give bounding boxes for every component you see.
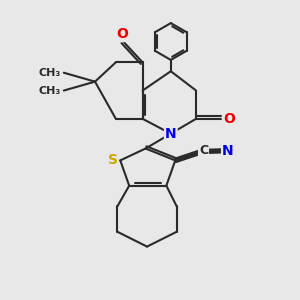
Text: O: O xyxy=(223,112,235,126)
Text: O: O xyxy=(116,27,128,41)
Text: CH₃: CH₃ xyxy=(39,85,61,96)
Text: N: N xyxy=(222,144,234,158)
Text: N: N xyxy=(165,127,177,141)
Text: CH₃: CH₃ xyxy=(39,68,61,78)
Text: S: S xyxy=(108,153,118,167)
Text: C: C xyxy=(199,144,208,158)
